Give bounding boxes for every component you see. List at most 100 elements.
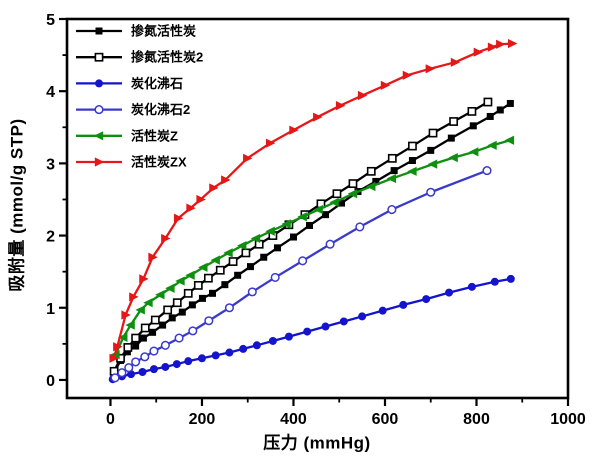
series-3-marker (140, 352, 150, 362)
legend-label-3: 炭化沸石2 (131, 102, 190, 117)
series-0-marker (139, 334, 147, 342)
series-1-line (113, 101, 489, 372)
series-1-marker (140, 323, 150, 333)
series-5-marker (289, 125, 299, 135)
series-5-marker (196, 194, 206, 205)
series-3-marker (224, 303, 234, 313)
series-3-marker (482, 166, 492, 176)
legend-marker-4 (93, 131, 104, 141)
x-tick-label: 200 (189, 411, 216, 428)
series-0-marker (208, 289, 216, 297)
series-5-marker (450, 57, 461, 67)
legend-marker-5 (94, 157, 105, 167)
series-2-marker (211, 351, 220, 360)
series-1-marker (408, 141, 417, 151)
series-4-marker (448, 153, 458, 163)
series-2-marker (268, 336, 277, 345)
series-2-marker (399, 300, 408, 309)
series-3-marker (117, 368, 127, 378)
series-0-marker (305, 221, 313, 229)
series-0-marker (234, 271, 242, 279)
series-3-marker (149, 346, 159, 356)
series-2-marker (445, 288, 454, 297)
series-5-marker (380, 80, 391, 91)
series-4-marker (210, 255, 220, 265)
y-tick-label: 1 (46, 301, 55, 318)
series-0-marker (322, 211, 330, 219)
series-0-marker (289, 233, 297, 241)
y-tick-label: 5 (46, 12, 55, 29)
series-4-marker (135, 305, 145, 315)
series-0-line (113, 102, 511, 374)
series-5-marker (161, 233, 171, 244)
series-5-marker (496, 39, 506, 49)
y-tick-label: 3 (46, 156, 55, 173)
series-2-marker (339, 317, 348, 326)
series-2-marker (303, 327, 312, 336)
series-3-marker (270, 272, 280, 282)
series-0-marker (221, 281, 229, 289)
series-1-marker (387, 153, 397, 163)
series-2-marker (284, 332, 293, 341)
series-4-marker (427, 159, 438, 169)
legend-marker-2 (95, 79, 103, 88)
series-3-marker (110, 373, 120, 383)
y-tick-label: 0 (46, 373, 55, 390)
series-1-marker (215, 265, 225, 275)
series-4-marker (347, 189, 358, 199)
series-4-line (114, 139, 511, 356)
series-3-marker (188, 326, 198, 336)
series-2-marker (321, 322, 330, 331)
series-4-marker (297, 212, 307, 222)
series-2-marker (161, 362, 170, 371)
plot-frame (65, 17, 570, 400)
series-3-marker (426, 187, 436, 197)
series-1-marker (467, 107, 477, 116)
series-2-marker (252, 341, 261, 350)
series-3-marker (247, 287, 257, 297)
series-5-marker (121, 310, 131, 320)
series-4-marker (185, 270, 195, 280)
series-0-marker (427, 146, 435, 154)
series-5-marker (265, 138, 276, 148)
series-1-marker (203, 273, 213, 283)
series-5-marker (357, 90, 368, 101)
series-4-marker (265, 226, 275, 236)
series-1-marker (172, 298, 182, 308)
series-0-marker (408, 156, 416, 164)
series-4-marker (329, 197, 339, 207)
series-0-marker (506, 99, 514, 107)
series-3-marker (298, 256, 308, 266)
series-2-marker (172, 360, 181, 369)
series-2-marker (467, 282, 476, 291)
series-5-marker (148, 252, 158, 262)
x-axis-title: 压力 (mmHg) (263, 433, 371, 453)
series-2-marker (378, 306, 387, 315)
series-4-marker (143, 298, 153, 308)
series-4-marker (125, 320, 135, 330)
legend-marker-0 (95, 27, 103, 35)
series-2-marker (239, 344, 248, 353)
series-0-marker (168, 314, 176, 322)
series-3-marker (204, 316, 214, 326)
series-4-marker (386, 173, 397, 184)
series-3-marker (124, 363, 134, 373)
series-1-marker (366, 166, 376, 176)
series-5-marker (109, 353, 119, 363)
series-1-marker (150, 315, 160, 325)
legend-label-0: 掺氮活性炭 (131, 24, 196, 39)
series-2-marker (149, 365, 158, 374)
series-2-marker (490, 277, 499, 286)
series-5-marker (221, 175, 231, 185)
series-1-marker (193, 280, 203, 290)
series-1-marker (449, 117, 459, 126)
legend-marker-3 (94, 105, 104, 115)
series-1-marker (428, 128, 438, 138)
series-4-marker (281, 219, 291, 229)
series-1-marker (123, 343, 133, 352)
series-2-marker (506, 274, 515, 283)
series-1-marker (241, 248, 251, 258)
legend-label-1: 掺氮活性炭2 (131, 50, 203, 65)
